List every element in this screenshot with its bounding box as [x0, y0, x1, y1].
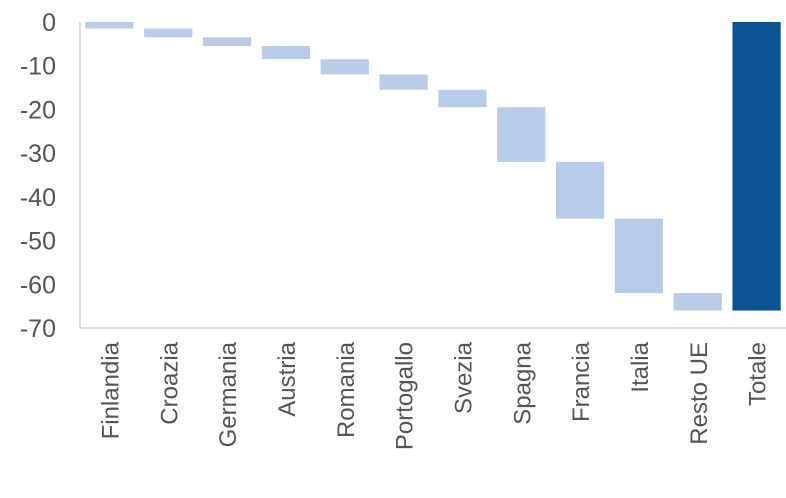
waterfall-step-bar [673, 293, 722, 311]
y-tick-label: -40 [20, 184, 56, 212]
waterfall-step-bar [497, 107, 546, 162]
x-category-label: Austria [274, 341, 301, 416]
waterfall-step-bar [555, 161, 605, 219]
y-tick-label: -50 [20, 228, 56, 256]
y-axis: 0 -10 -20 -30 -40 -50 -60 -70 [20, 9, 81, 343]
x-category-label: Portogallo [392, 342, 419, 450]
bars [85, 22, 781, 311]
x-category-label: Totale [745, 342, 772, 406]
y-tick-label: 0 [42, 9, 56, 37]
waterfall-step-bar [379, 74, 428, 90]
waterfall-step-bar [614, 218, 664, 294]
waterfall-step-bar [202, 37, 252, 47]
y-tick-label: -30 [20, 140, 56, 168]
y-tick-label: -70 [20, 315, 56, 343]
y-tick-label: -60 [20, 271, 56, 299]
x-category-label: Romania [333, 341, 360, 438]
x-category-label: Svezia [450, 341, 477, 414]
waterfall-step-bar [320, 59, 369, 75]
x-category-label: Francia [568, 341, 595, 422]
y-tick-label: -10 [20, 53, 56, 81]
waterfall-step-bar [85, 22, 134, 29]
x-axis: Finlandia Croazia Germania Austria Romania Po… [80, 327, 786, 450]
waterfall-step-bar [261, 46, 311, 60]
x-category-label: Resto UE [686, 342, 713, 445]
x-category-label: Finlandia [97, 341, 124, 439]
x-category-label: Spagna [509, 341, 536, 424]
total-bar [732, 22, 781, 311]
waterfall-step-bar [144, 28, 193, 38]
y-tick-label: -20 [20, 96, 56, 124]
x-category-label: Croazia [156, 341, 183, 424]
x-category-label: Italia [627, 341, 654, 392]
waterfall-step-bar [438, 89, 487, 108]
x-category-label: Germania [215, 341, 242, 447]
